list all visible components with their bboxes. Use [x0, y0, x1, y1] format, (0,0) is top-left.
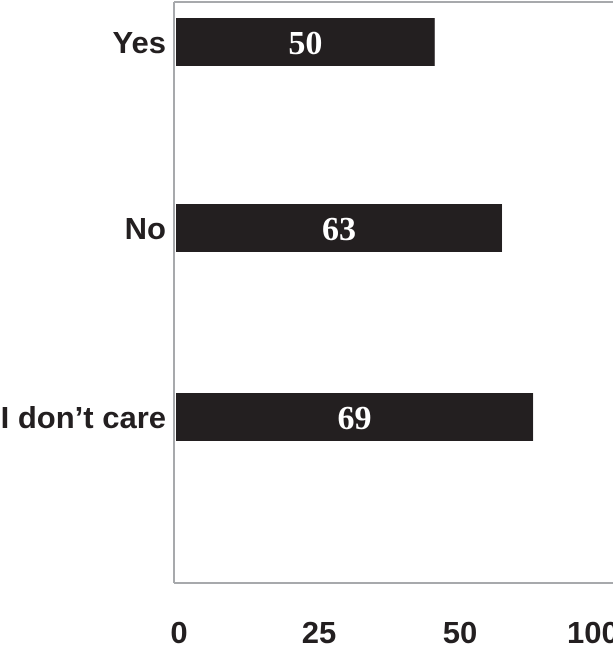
category-label-2: I don’t care [1, 400, 166, 435]
x-tick-label-3: 100 [567, 615, 613, 648]
category-label-1: No [125, 211, 166, 246]
category-label-0: Yes [113, 25, 166, 60]
category-labels: Yes No I don’t care [1, 25, 166, 435]
x-tick-label-0: 0 [170, 615, 187, 648]
bar-2 [176, 393, 534, 441]
bar-0 [176, 18, 435, 66]
bar-value-label-2: 69 [338, 400, 372, 437]
bar-1 [176, 204, 503, 252]
plot-frame [173, 1, 613, 584]
bar-value-label-1: 63 [322, 211, 356, 248]
x-tick-label-1: 25 [302, 615, 336, 648]
bar-value-label-0: 50 [288, 25, 322, 62]
x-tick-labels: 0 25 50 100 [170, 615, 613, 648]
bars-group: 50 63 69 [176, 18, 534, 441]
x-tick-label-2: 50 [443, 615, 477, 648]
